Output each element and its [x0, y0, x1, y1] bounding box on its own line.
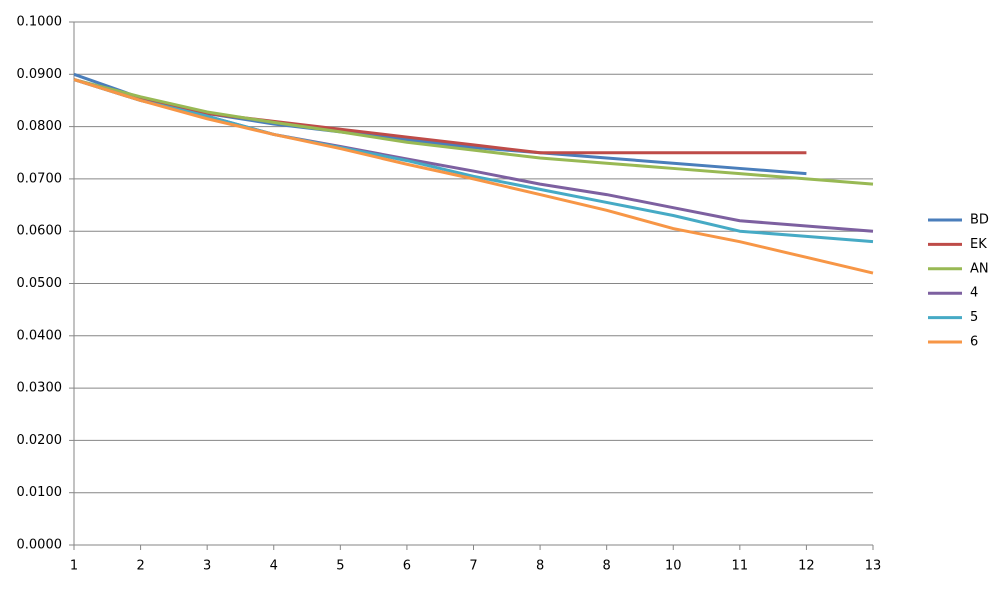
- x-tick-label: 5: [336, 559, 344, 574]
- y-tick-label: 0.0900: [17, 67, 63, 82]
- y-tick-label: 0.0400: [17, 328, 63, 343]
- x-tick-label: 3: [203, 559, 211, 574]
- x-tick-label: 10: [665, 559, 682, 574]
- y-tick-label: 0.0100: [17, 485, 63, 500]
- x-tick-label: 4: [270, 559, 278, 574]
- legend-label: EK: [970, 237, 987, 252]
- x-tick-label: 1: [70, 559, 78, 574]
- series-line: [73, 78, 874, 275]
- x-tick-label: 8: [536, 559, 544, 574]
- series-line: [73, 78, 807, 155]
- y-tick-label: 0.0800: [17, 119, 63, 134]
- x-tick-label: 12: [798, 559, 815, 574]
- x-tick-label: 11: [732, 559, 749, 574]
- y-tick-label: 0.0200: [17, 433, 63, 448]
- y-tick-label: 0.0700: [17, 171, 63, 186]
- y-tick-label: 0.1000: [17, 15, 63, 30]
- x-tick-label: 8: [603, 559, 611, 574]
- series-line: [73, 78, 874, 233]
- legend-label: 6: [970, 335, 978, 350]
- y-tick-label: 0.0300: [17, 381, 63, 396]
- legend-label: 5: [970, 310, 978, 325]
- y-tick-label: 0.0500: [17, 276, 63, 291]
- y-tick-label: 0.0600: [17, 224, 63, 239]
- x-tick-label: 13: [865, 559, 882, 574]
- legend-label: 4: [970, 286, 978, 301]
- series-line: [73, 78, 874, 186]
- legend-label: AN: [970, 261, 989, 276]
- x-tick-label: 6: [403, 559, 411, 574]
- series-line: [73, 78, 874, 244]
- legend-label: BD: [970, 213, 989, 228]
- y-tick-label: 0.0000: [17, 538, 63, 553]
- series-line: [73, 72, 807, 176]
- x-tick-label: 7: [469, 559, 477, 574]
- x-tick-label: 2: [136, 559, 144, 574]
